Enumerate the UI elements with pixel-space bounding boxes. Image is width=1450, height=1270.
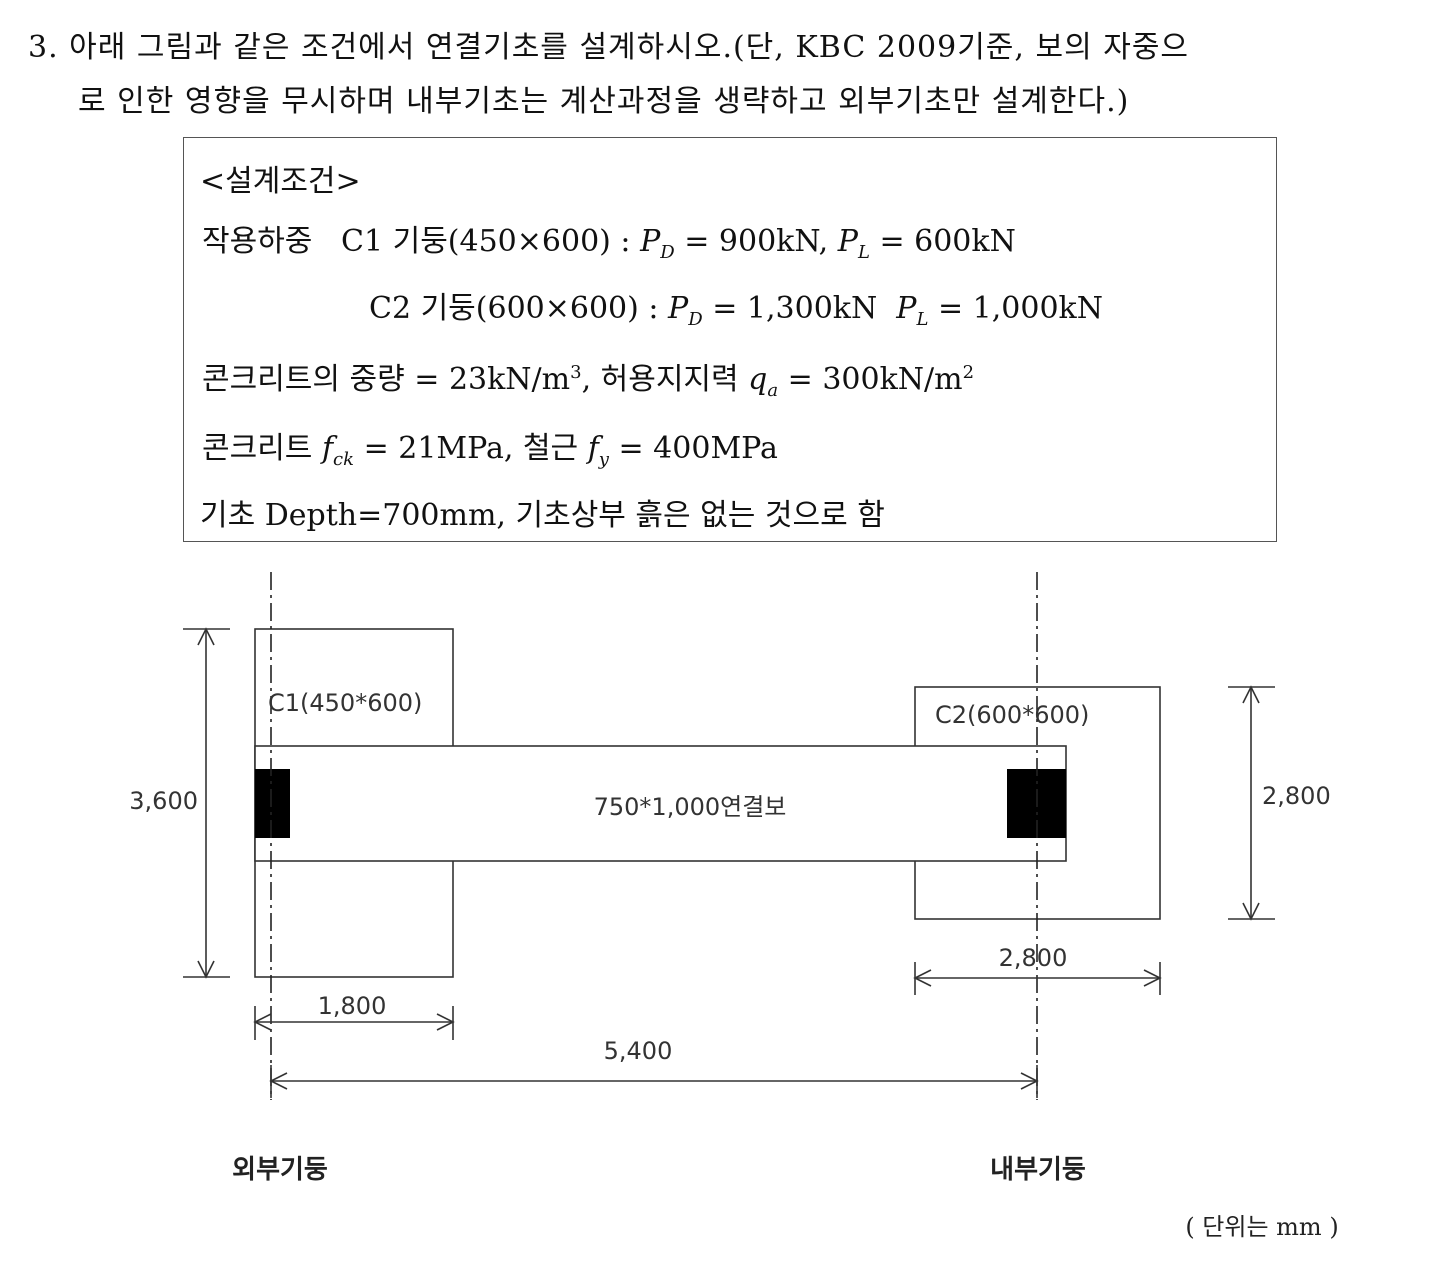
pd-subscript: D	[688, 309, 703, 330]
c2-pl-value: = 1,000kN	[937, 291, 1103, 326]
pd-symbol: P	[668, 291, 689, 326]
unit-note: ( 단위는 mm )	[1185, 1213, 1338, 1241]
fck-subscript: ck	[333, 449, 355, 470]
c1-load-line: 작용하중 C1 기둥(450×600) : PD = 900kN, PL = 6…	[202, 216, 1016, 263]
qa-subscript: a	[767, 380, 779, 401]
exterior-column-label: 외부기둥	[232, 1155, 328, 1185]
c1-column	[255, 769, 290, 838]
dim-span	[269, 1065, 1039, 1098]
dim-c2-height	[1228, 685, 1275, 921]
dim-span-label: 5,400	[604, 1037, 673, 1065]
concrete-weight-text: 콘크리트의 중량 = 23kN/m	[202, 362, 571, 397]
c2-pd-value: = 1,300kN	[712, 291, 878, 326]
c1-label: C1(450*600)	[268, 689, 422, 717]
pl-subscript: L	[857, 242, 870, 263]
c2-name: C2 기둥(600×600) :	[369, 291, 659, 326]
fck-symbol: f	[321, 431, 334, 466]
dim-c1-height	[183, 627, 230, 979]
pd-symbol: P	[640, 224, 661, 259]
concrete-weight-line: 콘크리트의 중량 = 23kN/m3, 허용지지력 qa = 300kN/m2	[202, 354, 974, 401]
c2-label: C2(600*600)	[935, 701, 1089, 729]
fy-subscript: y	[598, 449, 609, 470]
dim-c2-width-label: 2,800	[999, 944, 1068, 972]
load-label: 작용하중	[202, 224, 313, 259]
bearing-label: , 허용지지력	[581, 362, 749, 397]
conditions-heading: <설계조건>	[200, 164, 361, 199]
c1-name: C1 기둥(450×600) :	[341, 224, 631, 259]
qa-symbol: q	[748, 362, 768, 397]
superscript: 3	[570, 362, 582, 383]
c1-pl-value: = 600kN	[879, 224, 1016, 259]
interior-column-label: 내부기둥	[990, 1155, 1086, 1185]
dim-c2-height-label: 2,800	[1262, 782, 1331, 810]
pd-subscript: D	[660, 242, 675, 263]
beam-label: 750*1,000연결보	[594, 793, 787, 821]
pl-subscript: L	[916, 309, 929, 330]
c2-load-line: C2 기둥(600×600) : PD = 1,300kN PL = 1,000…	[369, 283, 1103, 330]
depth-line: 기초 Depth=700mm, 기초상부 흙은 없는 것으로 함	[200, 498, 885, 533]
dim-c1-height-label: 3,600	[129, 787, 198, 815]
design-conditions-box: <설계조건> 작용하중 C1 기둥(450×600) : PD = 900kN,…	[183, 137, 1277, 542]
dim-c2-width	[913, 962, 1162, 995]
question-line-1: 3. 아래 그림과 같은 조건에서 연결기초를 설계하시오.(단, KBC 20…	[28, 30, 1190, 65]
fy-symbol: f	[587, 431, 599, 466]
fck-value: = 21MPa, 철근	[354, 431, 588, 466]
c1-pd-value: = 900kN,	[684, 224, 829, 259]
question-line-2: 로 인한 영향을 무시하며 내부기초는 계산과정을 생략하고 외부기초만 설계한…	[78, 84, 1130, 119]
dim-c1-width	[253, 1006, 455, 1040]
concrete-label: 콘크리트	[202, 431, 322, 466]
fy-value: = 400MPa	[608, 431, 778, 466]
strap-beam	[254, 745, 1067, 862]
materials-line: 콘크리트 fck = 21MPa, 철근 fy = 400MPa	[202, 423, 778, 470]
superscript: 2	[962, 362, 975, 383]
pl-symbol: P	[837, 224, 858, 259]
dim-c1-width-label: 1,800	[318, 992, 387, 1020]
pl-symbol: P	[896, 291, 917, 326]
qa-value: = 300kN/m	[778, 362, 963, 397]
